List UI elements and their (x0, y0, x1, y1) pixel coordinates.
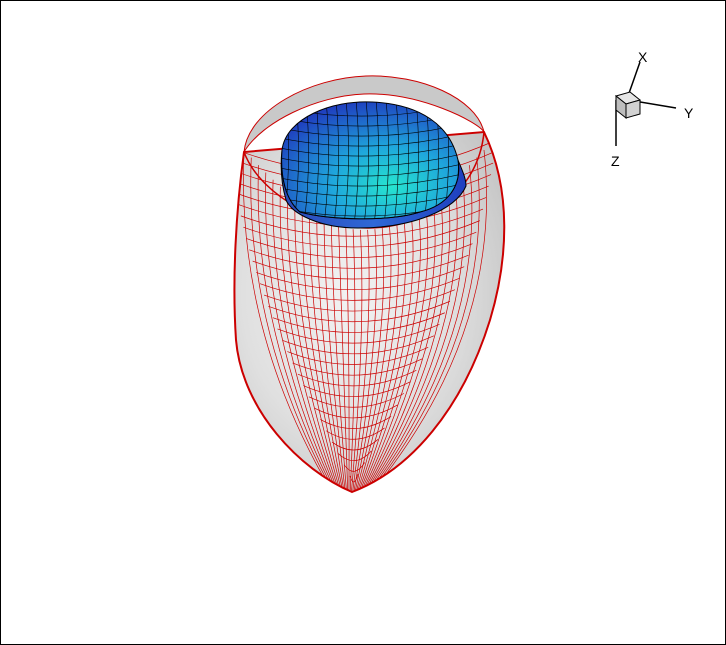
triad-cube (614, 91, 642, 120)
outer-mesh-meridian (366, 179, 458, 492)
outer-mesh-ring (277, 323, 440, 344)
outer-mesh-meridian (279, 186, 339, 492)
axis-triad: X Y Z (611, 49, 694, 169)
outer-mesh-meridian (361, 205, 429, 492)
outer-mesh-meridian (272, 179, 338, 492)
outer-mesh-meridian (371, 149, 487, 492)
y-axis-label: Y (684, 105, 694, 121)
outer-mesh-meridian (369, 165, 473, 492)
inner-mesh-meridian (353, 101, 359, 219)
outer-mesh-ring (243, 220, 480, 248)
outer-mesh-meridian (287, 193, 340, 492)
outer-mesh-ring (249, 243, 473, 269)
outer-mesh-ring (259, 277, 460, 301)
inner-mesh-meridian (333, 101, 339, 219)
inner-mesh-meridian (363, 101, 369, 219)
inner-mesh-ring (281, 153, 459, 167)
inner-mesh-ring (281, 133, 459, 147)
inner-mesh-meridian (403, 101, 409, 219)
x-axis-line (627, 61, 641, 97)
outer-mesh-meridian (352, 229, 370, 492)
inner-mesh-ring (281, 123, 459, 137)
outer-mesh-meridian (355, 225, 392, 492)
inner-mesh-ring (281, 173, 459, 187)
outer-mesh-meridian (368, 172, 465, 492)
outer-mesh-meridian (257, 165, 335, 492)
inner-surface-cap (281, 101, 460, 220)
inner-mesh-meridian (313, 101, 319, 219)
outer-mesh-meridian (358, 219, 407, 492)
outer-mesh-meridian (349, 229, 356, 492)
inner-mesh-meridian (413, 101, 419, 219)
outer-mesh-meridian (360, 210, 421, 492)
outer-mesh-meridian (364, 193, 443, 492)
inner-mesh-meridian (373, 101, 379, 219)
outer-mesh-ring (256, 266, 465, 291)
outer-mesh-ring (287, 346, 429, 365)
outer-mesh-meridian (250, 157, 334, 492)
outer-mesh-ring (297, 370, 417, 387)
outer-mesh-meridian (353, 229, 377, 492)
outer-mesh-ring (282, 335, 435, 355)
outer-mesh-meridian (301, 205, 343, 492)
inner-mesh-meridian (393, 101, 399, 219)
z-axis-label: Z (611, 153, 620, 169)
outer-mesh-ring (314, 404, 398, 419)
outer-mesh-meridian (345, 227, 350, 492)
inner-mesh-ring (281, 143, 459, 157)
inner-mesh-ring (281, 163, 459, 177)
outer-mesh-meridian (357, 222, 399, 492)
outer-mesh-meridian (294, 199, 341, 492)
inner-mesh-meridian (343, 101, 349, 219)
inner-mesh-meridian (323, 101, 329, 219)
outer-shell-inner-wall (243, 75, 485, 153)
inner-mesh-meridian (383, 101, 389, 219)
outer-mesh-meridian (330, 222, 347, 492)
x-axis-label: X (638, 49, 648, 65)
outer-mesh-meridian (316, 215, 345, 492)
outer-mesh-ring (292, 358, 423, 376)
outer-mesh-meridian (370, 157, 480, 492)
outer-mesh-ring (272, 312, 445, 333)
outer-mesh-meridian (359, 215, 414, 492)
outer-mesh-ring (308, 393, 405, 408)
outer-mesh-meridian (365, 186, 451, 492)
inner-mesh-ring (281, 193, 459, 207)
outer-mesh-meridian (243, 149, 333, 492)
outer-mesh-ring (252, 254, 469, 280)
outer-mesh-meridian (309, 210, 344, 492)
outer-mesh-meridian (354, 227, 385, 492)
outer-mesh-meridian (265, 172, 336, 492)
outer-mesh-meridian (363, 199, 436, 492)
outer-mesh-meridian (338, 225, 349, 492)
inner-surface (280, 101, 467, 229)
outer-mesh-ring (240, 208, 484, 237)
outer-mesh-meridian (323, 219, 346, 492)
inner-mesh-ring (281, 183, 459, 197)
outer-mesh-meridian (351, 229, 363, 492)
